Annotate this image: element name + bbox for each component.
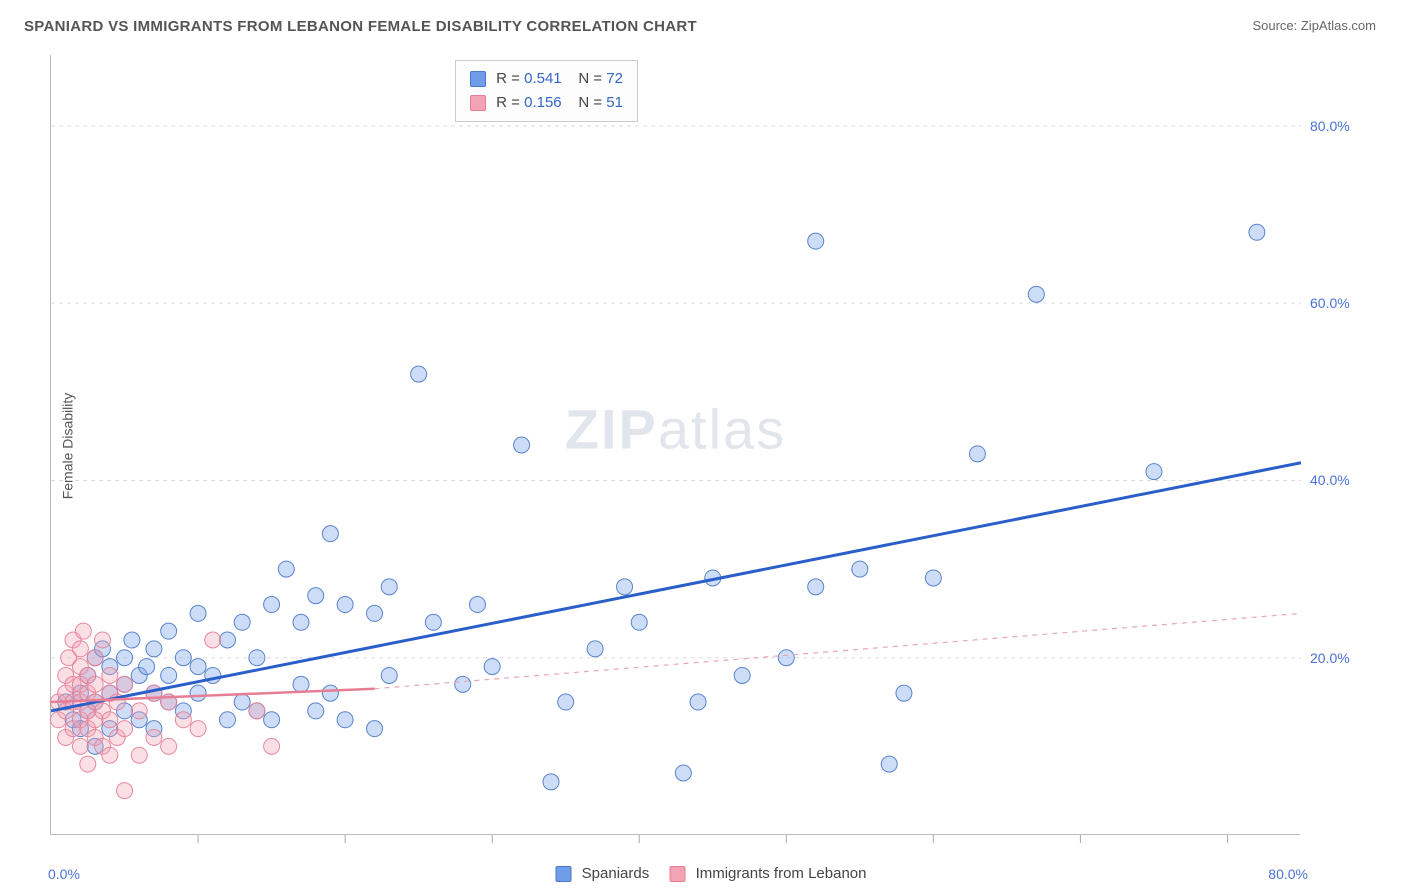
x-axis-min-label: 0.0% xyxy=(48,866,80,882)
bottom-legend: Spaniards Immigrants from Lebanon xyxy=(540,865,867,882)
stats-n-label: N = xyxy=(578,94,606,111)
y-tick-label: 80.0% xyxy=(1310,118,1398,134)
stats-swatch xyxy=(470,71,486,87)
legend-swatch-lebanon xyxy=(669,866,685,882)
stats-n-value: 72 xyxy=(606,70,623,87)
y-tick-label: 60.0% xyxy=(1310,295,1398,311)
stats-row: R = 0.156 N = 51 xyxy=(470,91,623,115)
stats-n-label: N = xyxy=(578,70,606,87)
source-label: Source: xyxy=(1252,18,1300,33)
stats-n-value: 51 xyxy=(606,94,623,111)
plot-area: ZIPatlas xyxy=(50,55,1300,835)
source-name: ZipAtlas.com xyxy=(1301,18,1376,33)
stats-r-label: R = xyxy=(496,70,524,87)
stats-box: R = 0.541 N = 72 R = 0.156 N = 51 xyxy=(455,60,638,122)
legend-swatch-spaniards xyxy=(556,866,572,882)
legend-label-lebanon: Immigrants from Lebanon xyxy=(696,865,867,882)
chart-title: SPANIARD VS IMMIGRANTS FROM LEBANON FEMA… xyxy=(24,18,697,35)
source-attribution: Source: ZipAtlas.com xyxy=(1252,18,1376,33)
x-axis-max-label: 80.0% xyxy=(1268,866,1308,882)
legend-label-spaniards: Spaniards xyxy=(582,865,650,882)
stats-r-value: 0.156 xyxy=(524,94,562,111)
stats-r-label: R = xyxy=(496,94,524,111)
plot-svg xyxy=(51,55,1300,834)
stats-row: R = 0.541 N = 72 xyxy=(470,67,623,91)
stats-swatch xyxy=(470,95,486,111)
stats-r-value: 0.541 xyxy=(524,70,562,87)
y-tick-label: 40.0% xyxy=(1310,472,1398,488)
y-tick-label: 20.0% xyxy=(1310,650,1398,666)
